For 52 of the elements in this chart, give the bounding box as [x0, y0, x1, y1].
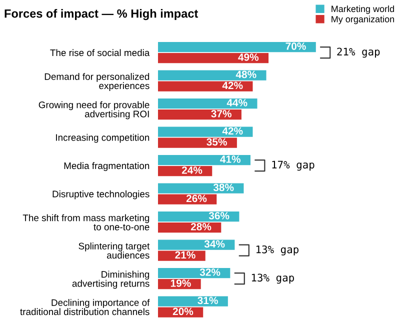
bar — [158, 42, 316, 52]
bar — [158, 109, 242, 120]
data-label: 38% — [213, 184, 234, 192]
y-tick-label: Growing need for provable advertising ROI — [38, 101, 150, 120]
data-label: 31% — [198, 296, 218, 304]
data-label: 48% — [236, 70, 256, 78]
annotation: 13% gap — [252, 274, 294, 284]
data-label: 49% — [238, 54, 259, 61]
y-tick-label: Increasing competition — [56, 134, 150, 143]
y-tick-label: The rise of social media — [50, 49, 150, 56]
y-tick-label: Media fragmentation — [64, 162, 150, 171]
y-tick-label: Demand for personalized experiences — [44, 73, 150, 91]
bar — [158, 183, 244, 194]
bar — [158, 126, 253, 137]
data-label: 19% — [170, 280, 191, 287]
data-label: 32% — [200, 268, 220, 276]
bar — [158, 138, 237, 148]
data-label: 26% — [186, 194, 207, 202]
y-tick-label: Splintering target audiences — [78, 242, 150, 259]
annotation: 21% gap — [337, 48, 380, 58]
data-label: 42% — [222, 82, 243, 90]
data-label: 20% — [172, 308, 194, 316]
annotation: 17% gap — [272, 160, 314, 171]
data-label: 41% — [220, 156, 240, 163]
bar — [158, 194, 217, 204]
data-label: 42% — [222, 127, 243, 135]
legend-label: My organization — [332, 16, 394, 24]
y-tick-label: Declining importance of traditional distribution channels — [20, 299, 150, 316]
data-label: 35% — [206, 138, 227, 146]
bar — [158, 81, 253, 92]
y-tick-label: Disruptive technologies — [52, 190, 150, 200]
data-label: 44% — [226, 99, 248, 106]
data-label: 36% — [208, 212, 230, 220]
bar — [158, 212, 240, 222]
bar — [158, 296, 228, 306]
bar — [158, 250, 206, 261]
bar — [158, 98, 258, 109]
y-tick-label: Diminishing advertising returns — [72, 270, 150, 289]
data-label: 28% — [190, 223, 212, 230]
chart-title: Forces of impact — % High impact — [4, 9, 198, 20]
y-tick-label: The shift from mass marketing to one-to-one — [22, 214, 150, 230]
data-label: 34% — [204, 240, 225, 248]
annotation: 13% gap — [256, 245, 298, 256]
legend-label: Marketing world — [332, 5, 394, 14]
data-label: 70% — [286, 42, 306, 50]
data-label: 21% — [175, 251, 196, 259]
bar — [158, 240, 235, 250]
data-label: 37% — [211, 110, 232, 118]
bar — [158, 155, 250, 166]
bar — [158, 52, 269, 64]
bar — [158, 70, 266, 80]
data-label: 24% — [182, 166, 202, 174]
